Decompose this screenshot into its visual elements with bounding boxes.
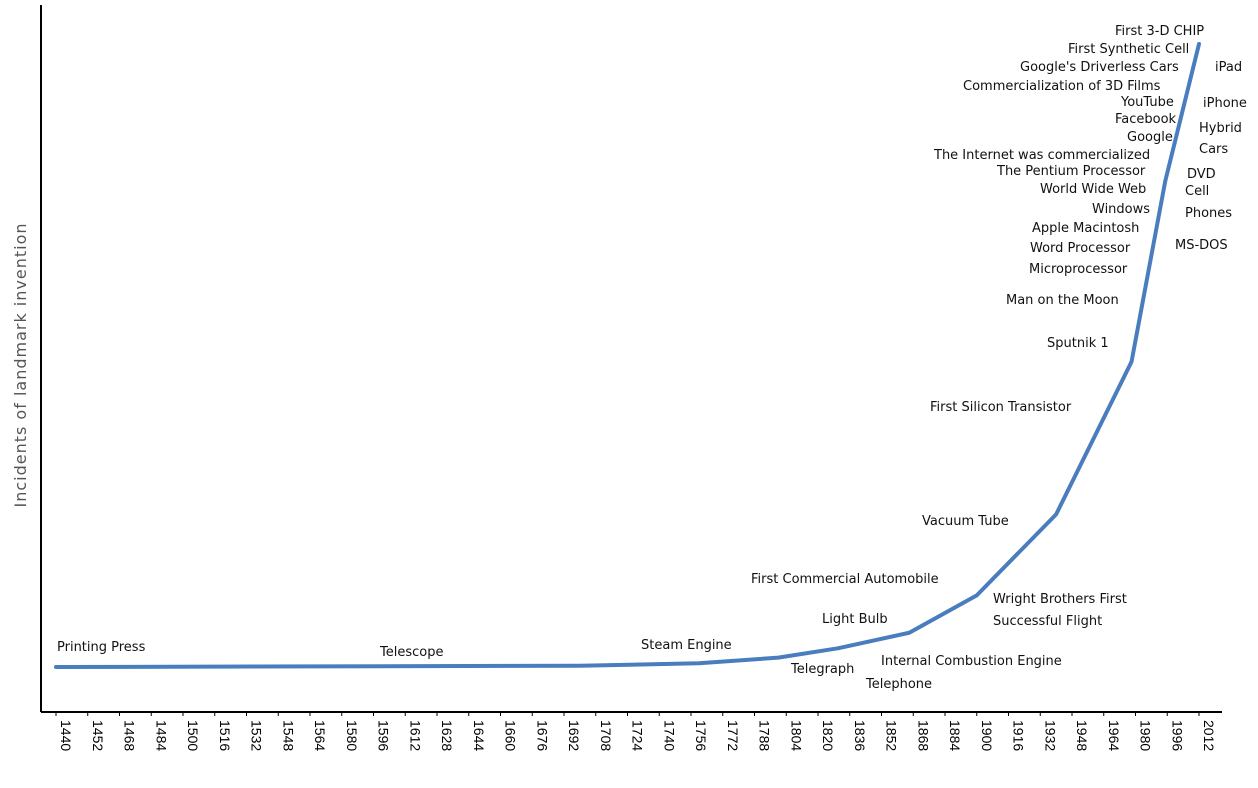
annotation-label: Sputnik 1 xyxy=(1047,336,1109,351)
x-tick-label: 1932 xyxy=(1042,720,1058,751)
annotations: Printing Press Telescope Steam Engine Light… xyxy=(57,24,1247,692)
x-tick-label: 1580 xyxy=(344,720,360,751)
annotation-label: Steam Engine xyxy=(641,638,732,653)
annotation-label: MS-DOS xyxy=(1175,238,1228,253)
x-tick-label: 1900 xyxy=(979,720,995,751)
annotation-label: Microprocessor xyxy=(1029,262,1128,277)
x-tick-label: 1868 xyxy=(915,720,931,751)
series-line xyxy=(54,42,1201,669)
x-tick-label: 1804 xyxy=(788,720,804,751)
x-tick-label: 1692 xyxy=(566,720,582,751)
x-tick-label: 1532 xyxy=(249,720,265,751)
annotation-label: The Pentium Processor xyxy=(996,164,1146,179)
x-tick-label: 1964 xyxy=(1106,720,1122,751)
annotation-label: Apple Macintosh xyxy=(1032,221,1139,236)
x-tick-label: 1916 xyxy=(1011,720,1027,751)
annotation-label: Phones xyxy=(1185,206,1232,221)
annotation-label: Facebook xyxy=(1115,112,1177,127)
x-tick-label: 1548 xyxy=(280,720,296,751)
x-tick-label: 1948 xyxy=(1074,720,1090,751)
annotation-label: Cars xyxy=(1199,142,1228,157)
annotation-label: First 3-D CHIP xyxy=(1115,24,1204,39)
x-tick-label: 1516 xyxy=(217,720,233,751)
annotation-label: Google xyxy=(1127,130,1173,145)
x-tick-label: 1820 xyxy=(820,720,836,751)
annotation-label: First Commercial Automobile xyxy=(751,572,939,587)
annotation-label: First Silicon Transistor xyxy=(930,400,1072,415)
annotation-label: DVD xyxy=(1187,167,1216,182)
x-tick-labels: 1440 1452 1468 1484 1500 1516 1532 1548 1564 1580… xyxy=(55,712,1217,751)
annotation-label: iPad xyxy=(1215,60,1242,75)
annotation-label: Vacuum Tube xyxy=(922,514,1009,529)
annotation-label: Cell xyxy=(1185,184,1209,199)
y-axis-label: Incidents of landmark invention xyxy=(11,223,30,508)
x-tick-label: 1772 xyxy=(725,720,741,751)
series-group xyxy=(54,42,1201,669)
annotation-label: Telegraph xyxy=(790,662,854,677)
x-tick-label: 1452 xyxy=(90,720,106,751)
annotation-label: Word Processor xyxy=(1030,241,1131,256)
annotation-label: The Internet was commercialized xyxy=(933,148,1150,163)
axes xyxy=(40,5,1222,713)
annotation-label: World Wide Web xyxy=(1040,182,1146,197)
annotation-label: Telescope xyxy=(379,645,443,660)
x-tick-label: 1756 xyxy=(693,720,709,751)
annotation-label: Wright Brothers First xyxy=(993,592,1127,607)
x-tick-label: 1708 xyxy=(598,720,614,751)
x-tick-label: 1660 xyxy=(503,720,519,751)
x-tick-label: 1676 xyxy=(534,720,550,751)
x-tick-label: 1468 xyxy=(122,720,138,751)
x-tick-label: 1724 xyxy=(630,720,646,751)
annotation-label: Man on the Moon xyxy=(1006,293,1119,308)
x-tick-label: 1644 xyxy=(471,720,487,751)
x-tick-label: 1596 xyxy=(376,720,392,751)
annotation-label: Commercialization of 3D Films xyxy=(963,79,1161,94)
annotation-label: Light Bulb xyxy=(822,612,888,627)
x-tick-label: 1884 xyxy=(947,720,963,751)
annotation-label: Google's Driverless Cars xyxy=(1020,60,1179,75)
x-tick-label: 1440 xyxy=(58,720,74,751)
annotation-label: YouTube xyxy=(1120,95,1174,110)
x-tick-label: 1852 xyxy=(884,720,900,751)
x-tick-label: 1484 xyxy=(153,720,169,751)
annotation-label: First Synthetic Cell xyxy=(1068,42,1189,57)
x-tick-label: 1612 xyxy=(407,720,423,751)
x-tick-label: 1740 xyxy=(661,720,677,751)
x-tick-label: 1996 xyxy=(1169,720,1185,751)
x-tick-label: 1788 xyxy=(757,720,773,751)
annotation-label: iPhone xyxy=(1203,96,1247,111)
annotation-label: Windows xyxy=(1092,202,1150,217)
x-tick-label: 1980 xyxy=(1138,720,1154,751)
x-tick-label: 1836 xyxy=(852,720,868,751)
annotation-label: Internal Combustion Engine xyxy=(881,654,1062,669)
annotation-label: Telephone xyxy=(865,677,932,692)
annotation-label: Hybrid xyxy=(1199,121,1242,136)
annotation-label: Successful Flight xyxy=(993,614,1102,629)
annotation-label: Printing Press xyxy=(57,640,146,655)
x-tick-label: 1564 xyxy=(312,720,328,751)
x-tick-label: 2012 xyxy=(1201,720,1217,751)
x-tick-label: 1500 xyxy=(185,720,201,751)
x-tick-label: 1628 xyxy=(439,720,455,751)
